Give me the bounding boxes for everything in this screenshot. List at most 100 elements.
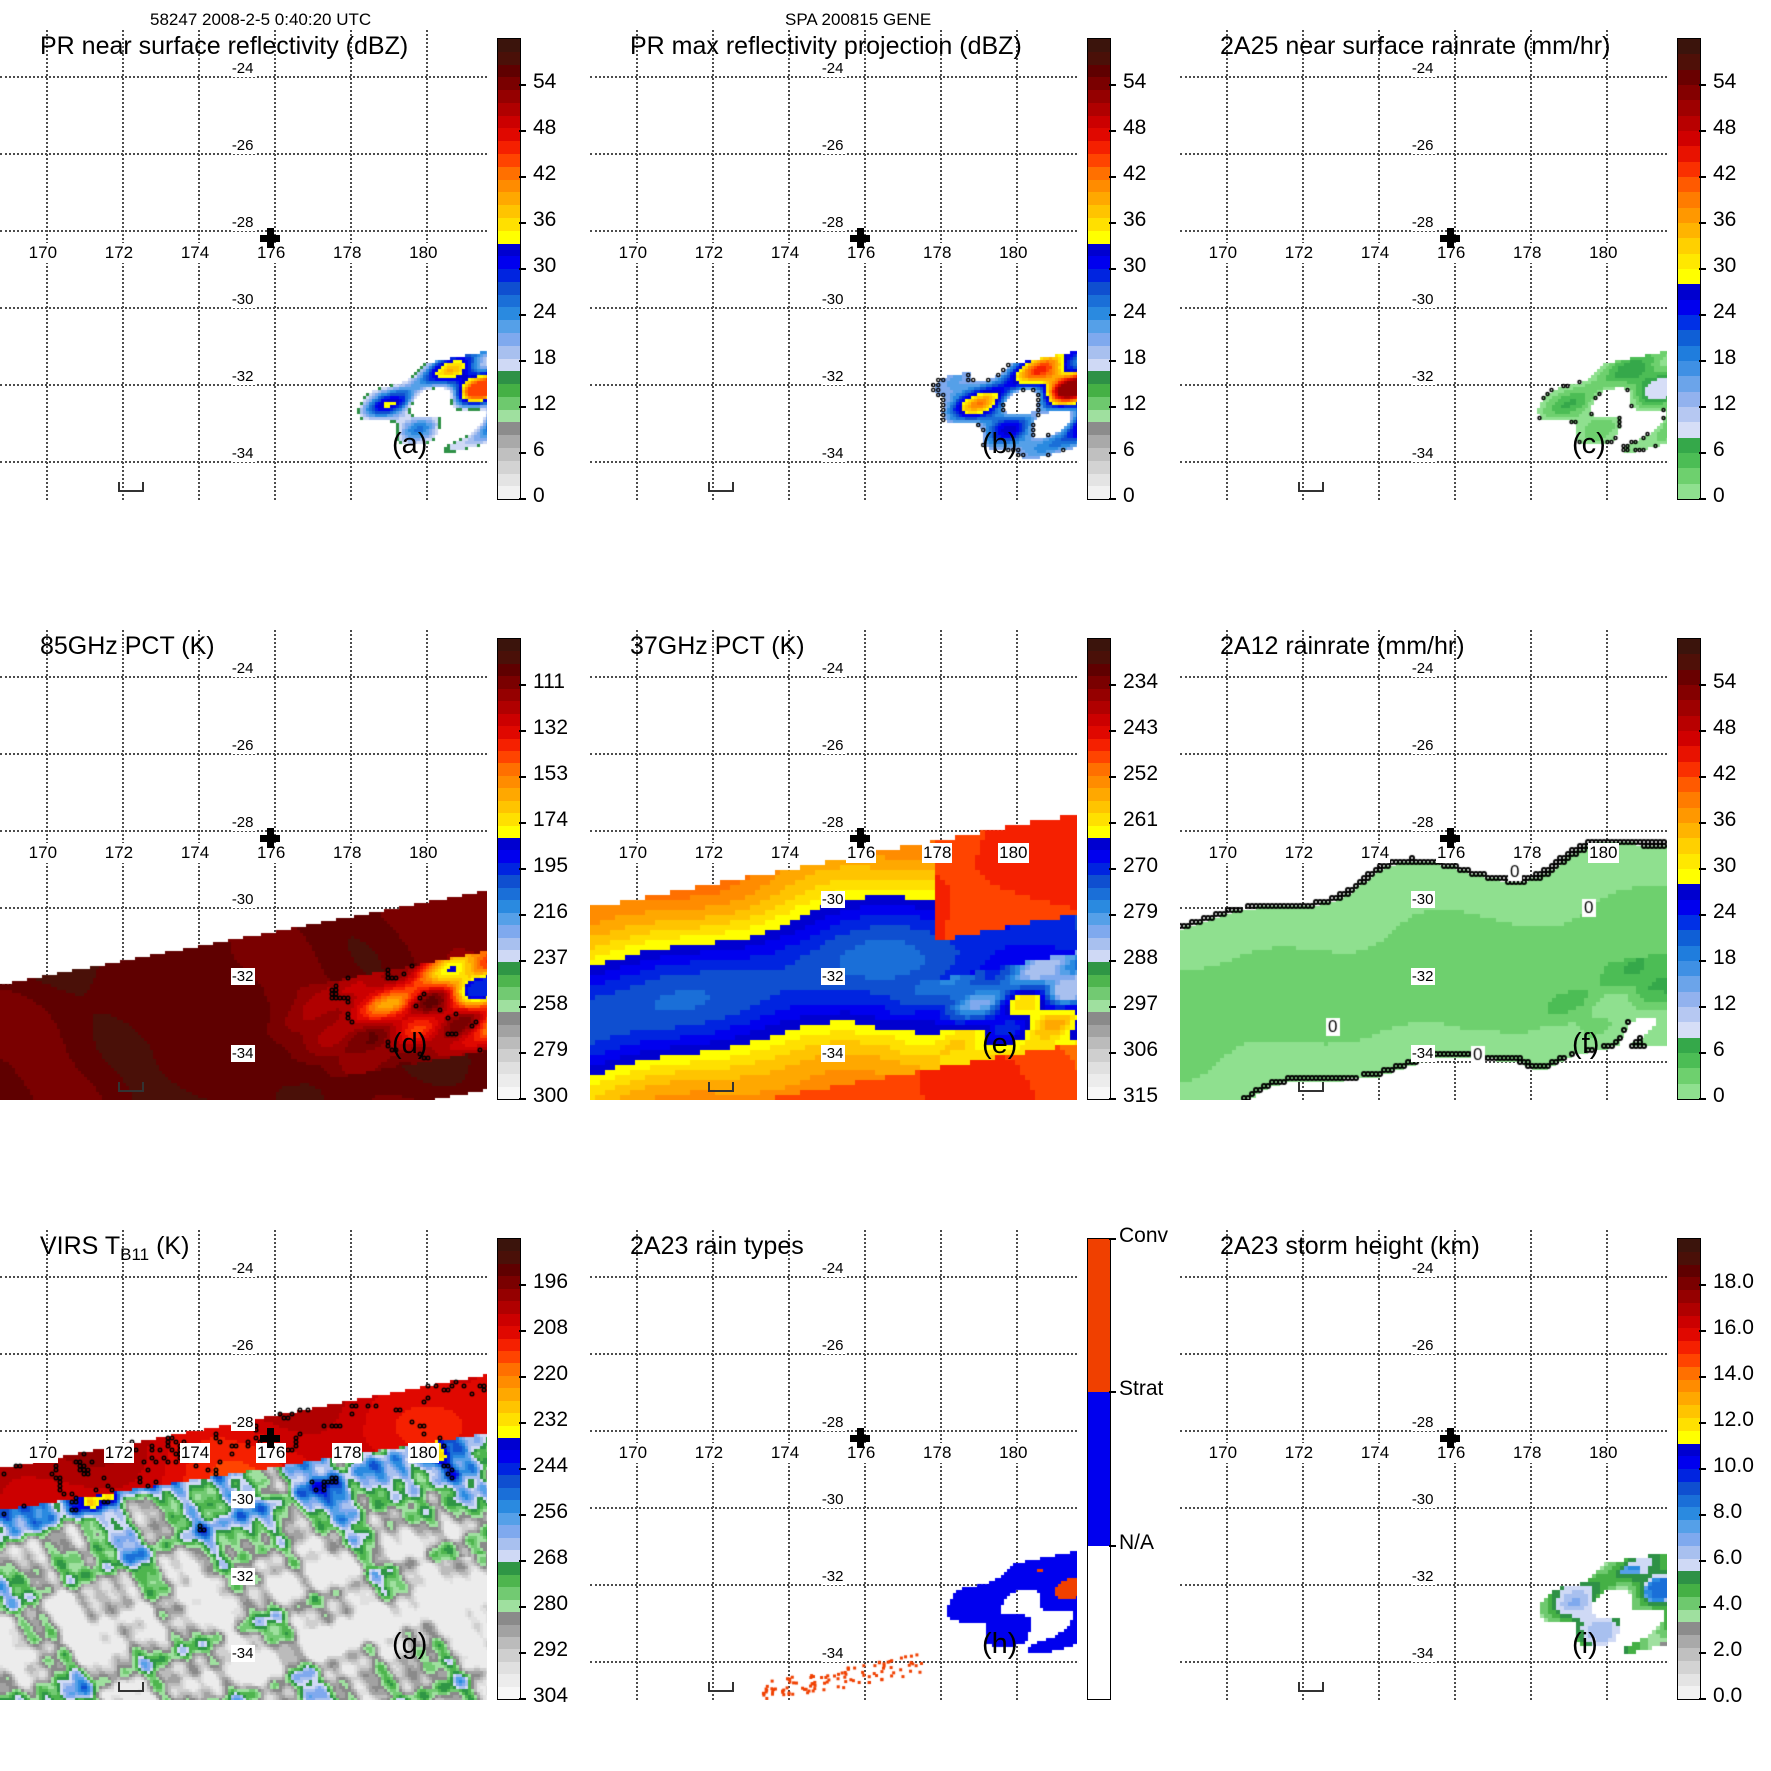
storm-center-marker <box>260 228 281 249</box>
colorbar-tick <box>519 1376 526 1378</box>
lon-tick-label: 178 <box>332 843 363 864</box>
colorbar-tick-label: 234 <box>1123 670 1159 693</box>
data-field-a <box>0 30 487 500</box>
colorbar-tick-label: 48 <box>1123 116 1147 139</box>
map-area-i: -24 -26 -28 -30 -32 -34 170 172 174 176 178 180 <box>1180 1230 1667 1700</box>
lat-tick-label: -28 <box>820 814 845 832</box>
colorbar-tick <box>1109 1052 1116 1054</box>
map-area-f: -24 -26 -28 -30 -32 -34 170 172 174 176 178 180 <box>1180 630 1667 1100</box>
colorbar-tick <box>1699 1422 1706 1424</box>
colorbar-tick <box>1699 684 1706 686</box>
panel-title-b: PR max reflectivity projection (dBZ) <box>630 32 1022 60</box>
scale-bar <box>707 482 734 492</box>
lat-tick-label: -34 <box>230 1645 255 1663</box>
lat-tick-label: -34 <box>820 1045 845 1063</box>
storm-center-marker <box>1440 828 1461 849</box>
rain-type-legend: Conv Strat N/A <box>1087 1224 1187 1700</box>
colorbar-tick-label: 244 <box>533 1454 569 1477</box>
lon-tick-label: 172 <box>1283 1443 1315 1464</box>
data-field-h <box>590 1230 1077 1700</box>
colorbar-tick-label: 8.0 <box>1713 1500 1743 1523</box>
colorbar-tick-label: 30 <box>1713 854 1737 877</box>
colorbar-a: 54 48 42 36 30 24 18 12 6 0 <box>497 38 597 507</box>
lon-tick-label: 174 <box>1359 843 1391 864</box>
data-field-i <box>1180 1230 1667 1700</box>
colorbar-tick-label: 252 <box>1123 762 1159 785</box>
colorbar-tick <box>1699 498 1706 500</box>
colorbar-tick-label: 304 <box>533 1684 569 1707</box>
colorbar-tick <box>519 268 526 270</box>
map-area-h: -24 -26 -28 -30 -32 -34 170 172 174 176 178 180 <box>590 1230 1077 1700</box>
lon-tick-label: 170 <box>1207 843 1239 864</box>
colorbar-tick-label: 16.0 <box>1713 1316 1754 1339</box>
lon-tick-label: 176 <box>255 243 287 264</box>
colorbar-tick-label: 54 <box>1123 70 1147 93</box>
colorbar-tick <box>1109 498 1116 500</box>
lon-tick-label: 170 <box>27 843 59 864</box>
lat-tick-label: -28 <box>1410 1414 1435 1432</box>
colorbar-tick-label: 243 <box>1123 716 1159 739</box>
colorbar-tick-label: 12 <box>1713 392 1737 415</box>
lon-tick-label: 180 <box>1588 1443 1619 1464</box>
colorbar-tick-label: 18 <box>1123 346 1147 369</box>
lon-tick-label: 172 <box>693 1443 725 1464</box>
colorbar-tick-label: 48 <box>1713 716 1737 739</box>
colorbar-tick-label: 30 <box>1713 254 1737 277</box>
panel-title-c: 2A25 near surface rainrate (mm/hr) <box>1220 32 1611 60</box>
lon-tick-label: 174 <box>769 843 801 864</box>
panel-c: -24 -26 -28 -30 -32 -34 170 172 174 176 178 180 2A25… <box>1180 30 1767 507</box>
lat-tick-label: -32 <box>230 968 255 986</box>
lat-tick-label: -30 <box>1410 1491 1435 1509</box>
panel-label-e: (e) <box>982 1028 1018 1060</box>
lon-tick-label: 178 <box>922 843 953 864</box>
lon-tick-label: 178 <box>332 1443 363 1464</box>
colorbar-tick-label: 42 <box>533 162 557 185</box>
colorbar-tick <box>1109 1006 1116 1008</box>
data-field-d <box>0 630 487 1100</box>
storm-center-marker <box>260 1428 281 1449</box>
data-field-c <box>1180 30 1667 500</box>
lon-tick-label: 176 <box>1435 1443 1467 1464</box>
colorbar-b: 54 48 42 36 30 24 18 12 6 0 <box>1087 38 1187 507</box>
colorbar-gradient-e <box>1087 638 1111 1100</box>
lat-tick-label: -26 <box>230 737 255 755</box>
lon-tick-label: 174 <box>1359 243 1391 264</box>
lat-tick-label: -30 <box>230 891 255 909</box>
lat-tick-label: -30 <box>820 1491 845 1509</box>
lat-tick-label: -30 <box>820 891 845 909</box>
lat-tick-label: -30 <box>1410 291 1435 309</box>
panel-e: -24 -26 -28 -30 -32 -34 170 172 174 176 178 180 37GH… <box>590 630 1177 1107</box>
panel-a: -24 -26 -28 -30 -32 -34 170 172 174 176 178 180 PR n… <box>0 30 587 507</box>
lon-tick-label: 176 <box>255 1443 287 1464</box>
colorbar-tick-label: 256 <box>533 1500 569 1523</box>
lon-tick-label: 180 <box>998 1443 1029 1464</box>
lat-tick-label: -34 <box>230 445 255 463</box>
colorbar-tick <box>1109 222 1116 224</box>
colorbar-tick <box>1699 84 1706 86</box>
colorbar-gradient-i <box>1677 1238 1701 1700</box>
lon-tick-label: 172 <box>103 243 135 264</box>
lon-tick-label: 180 <box>408 1443 439 1464</box>
colorbar-tick <box>1109 452 1116 454</box>
colorbar-tick-label: 18 <box>1713 346 1737 369</box>
colorbar-tick-label: 12 <box>533 392 557 415</box>
lat-tick-label: -32 <box>1410 1568 1435 1586</box>
storm-center-marker <box>850 1428 871 1449</box>
lat-tick-label: -26 <box>230 1337 255 1355</box>
colorbar-tick-label: 18.0 <box>1713 1270 1754 1293</box>
colorbar-tick <box>1699 1376 1706 1378</box>
lat-tick-label: -34 <box>1410 445 1435 463</box>
header-storm-id: SPA 200815 GENE <box>785 10 932 29</box>
lat-tick-label: -32 <box>1410 968 1435 986</box>
lon-tick-label: 176 <box>255 843 287 864</box>
colorbar-tick <box>519 176 526 178</box>
map-area-c: -24 -26 -28 -30 -32 -34 170 172 174 176 178 180 <box>1180 30 1667 500</box>
panel-title-main: VIRS T <box>40 1232 121 1260</box>
panel-i: -24 -26 -28 -30 -32 -34 170 172 174 176 178 180 2A23… <box>1180 1230 1767 1707</box>
panel-f: -24 -26 -28 -30 -32 -34 170 172 174 176 178 180 2A12… <box>1180 630 1767 1107</box>
colorbar-tick-label: 153 <box>533 762 569 785</box>
colorbar-tick <box>1699 1514 1706 1516</box>
rain-type-tick <box>1109 1544 1116 1547</box>
lat-tick-label: -34 <box>230 1045 255 1063</box>
colorbar-tick <box>519 684 526 686</box>
